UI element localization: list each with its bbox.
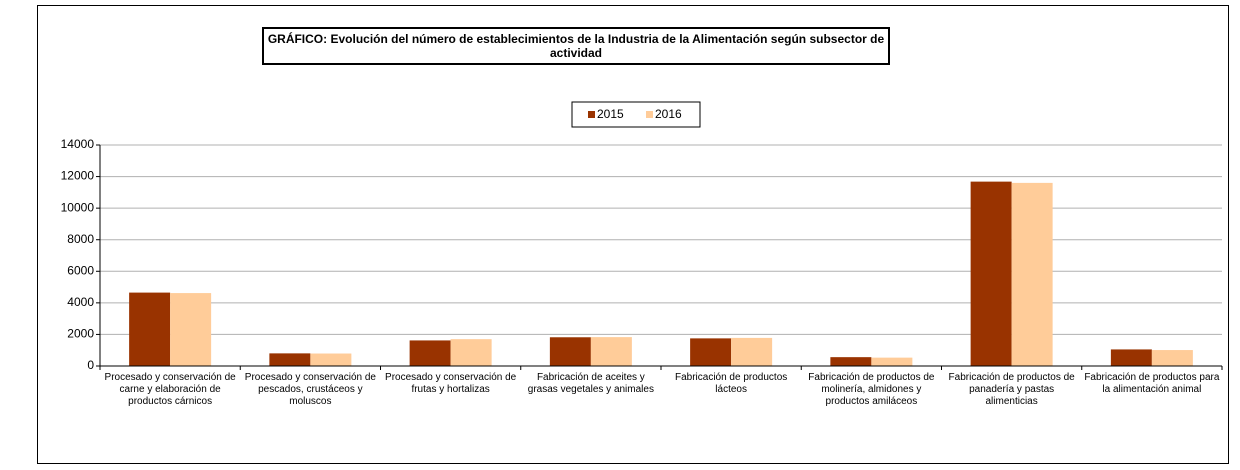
y-tick-label: 2000: [67, 327, 94, 341]
bar: [731, 337, 773, 366]
bar: [970, 181, 1012, 366]
legend-swatch: [588, 111, 595, 118]
y-tick-label: 14000: [61, 137, 95, 151]
bar: [690, 338, 732, 366]
y-tick-label: 0: [87, 358, 94, 372]
y-tick-label: 10000: [61, 200, 95, 214]
y-tick-label: 12000: [61, 169, 95, 183]
x-tick-label: Fabricación de productos de panadería y …: [948, 372, 1075, 407]
bar: [269, 353, 311, 366]
bar: [409, 340, 451, 366]
bar: [129, 292, 171, 366]
y-tick-label: 8000: [67, 232, 94, 246]
bar: [1110, 349, 1152, 366]
x-tick-label: Procesado y conservación de pescados, cr…: [244, 372, 376, 407]
chart-frame: [37, 5, 1229, 464]
x-tick-label: Fabricación de productos para la aliment…: [1084, 372, 1220, 395]
bar: [1151, 350, 1193, 366]
bar: [310, 353, 352, 366]
x-tick-label: Procesado y conservación de carne y elab…: [104, 372, 236, 407]
y-tick-label: 6000: [67, 263, 94, 277]
legend-swatch: [646, 111, 653, 118]
bar: [450, 339, 492, 366]
x-tick-label: Fabricación de aceites y grasas vegetale…: [527, 372, 654, 395]
bar: [871, 357, 913, 366]
bar: [170, 293, 212, 366]
x-tick-label: Fabricación de productos lácteos: [674, 372, 788, 395]
bar: [1011, 182, 1053, 366]
legend-label: 2016: [655, 107, 682, 121]
bar: [549, 337, 591, 366]
x-tick-label: Procesado y conservación de frutas y hor…: [385, 372, 517, 395]
bar: [590, 337, 632, 366]
x-tick-label: Fabricación de productos de molinería, a…: [808, 372, 935, 407]
bar: [830, 357, 872, 366]
y-tick-label: 4000: [67, 295, 94, 309]
chart-title: GRÁFICO: Evolución del número de estable…: [262, 27, 890, 65]
legend-label: 2015: [597, 107, 624, 121]
